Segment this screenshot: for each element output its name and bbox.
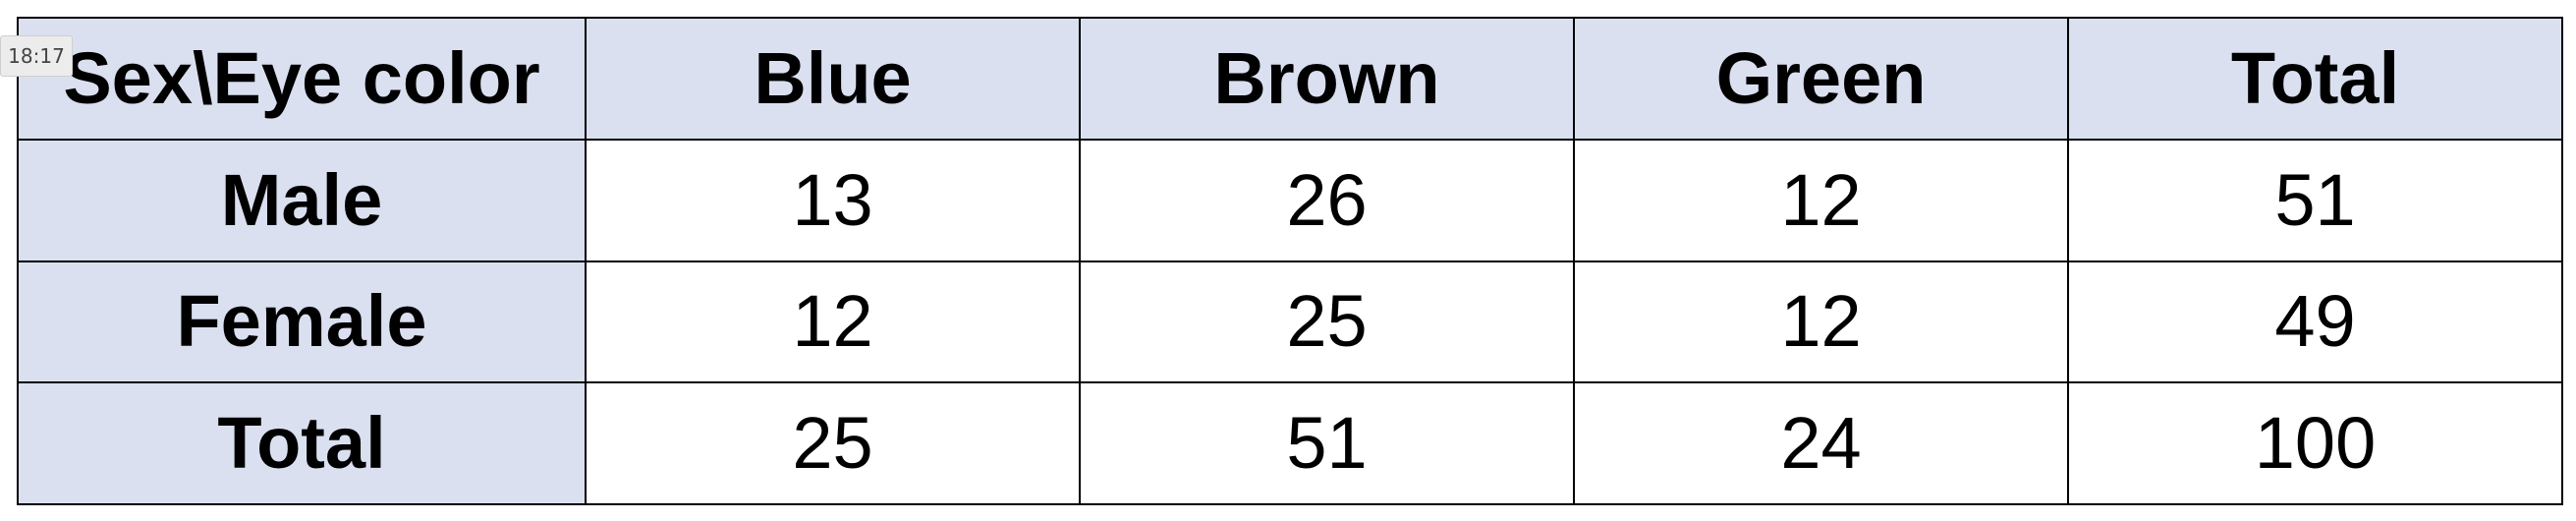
- contingency-table: Sex\Eye color Blue Brown Green Total Mal…: [17, 17, 2563, 505]
- contingency-table-container: Sex\Eye color Blue Brown Green Total Mal…: [17, 17, 2563, 505]
- column-header-brown: Brown: [1079, 17, 1575, 141]
- row-header-total: Total: [17, 381, 587, 505]
- table-cell: 12: [1573, 260, 2069, 384]
- table-cell: 12: [1573, 138, 2069, 262]
- table-cell: 51: [2067, 138, 2563, 262]
- header-row: Sex\Eye color Blue Brown Green Total: [17, 17, 2563, 141]
- column-header-green: Green: [1573, 17, 2069, 141]
- table-row-male: Male 13 26 12 51: [17, 138, 2563, 262]
- table-cell: 51: [1079, 381, 1575, 505]
- timestamp-badge: 18:17: [0, 35, 73, 77]
- table-row-total: Total 25 51 24 100: [17, 381, 2563, 505]
- column-header-corner: Sex\Eye color: [17, 17, 587, 141]
- row-header-male: Male: [17, 138, 587, 262]
- table-cell: 12: [585, 260, 1081, 384]
- column-header-total: Total: [2067, 17, 2563, 141]
- table-cell: 25: [1079, 260, 1575, 384]
- table-cell: 13: [585, 138, 1081, 262]
- table-cell: 26: [1079, 138, 1575, 262]
- column-header-blue: Blue: [585, 17, 1081, 141]
- table-cell: 25: [585, 381, 1081, 505]
- row-header-female: Female: [17, 260, 587, 384]
- table-cell: 49: [2067, 260, 2563, 384]
- table-cell: 100: [2067, 381, 2563, 505]
- table-row-female: Female 12 25 12 49: [17, 260, 2563, 384]
- table-cell: 24: [1573, 381, 2069, 505]
